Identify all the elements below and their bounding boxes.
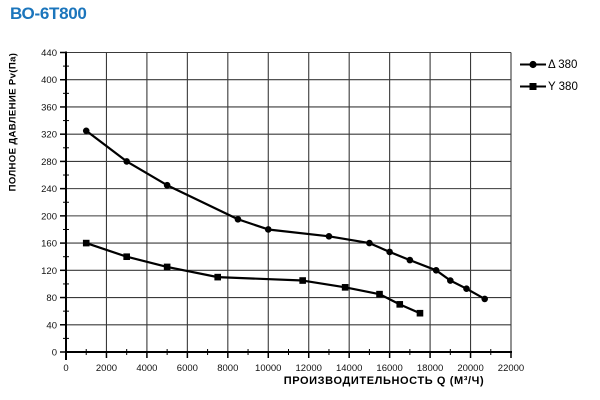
svg-text:320: 320 <box>41 130 57 141</box>
svg-text:14000: 14000 <box>336 363 362 374</box>
chart-legend: Δ 380 Y 380 <box>519 58 578 102</box>
svg-text:80: 80 <box>46 293 57 304</box>
legend-item-y-380: Y 380 <box>519 80 578 93</box>
svg-text:200: 200 <box>41 211 57 222</box>
svg-text:160: 160 <box>41 239 57 250</box>
svg-text:12000: 12000 <box>296 363 322 374</box>
svg-text:10000: 10000 <box>255 363 281 374</box>
series-y-380 <box>82 239 424 317</box>
legend-label-y-380: Y 380 <box>548 80 578 93</box>
axes <box>65 51 512 360</box>
square-marker-icon <box>520 83 546 90</box>
x-tick-labels: 0 2000 4000 6000 8000 10000 12000 14000 16000 180… <box>63 363 524 374</box>
svg-text:240: 240 <box>41 184 57 195</box>
svg-text:2000: 2000 <box>96 363 117 374</box>
svg-text:16000: 16000 <box>376 363 402 374</box>
svg-text:20000: 20000 <box>457 363 483 374</box>
svg-text:0: 0 <box>63 363 68 374</box>
svg-text:440: 440 <box>41 48 57 59</box>
svg-text:4000: 4000 <box>136 363 157 374</box>
grid-lines <box>66 51 512 352</box>
y-tick-labels: 0 40 80 120 160 200 240 280 320 360 400 440 <box>41 48 57 359</box>
x-axis-label: ПРОИЗВОДИТЕЛЬНОСТЬ Q (М³/Ч) <box>283 375 485 387</box>
svg-text:280: 280 <box>41 157 57 168</box>
svg-text:8000: 8000 <box>217 363 238 374</box>
series-delta-380 <box>82 127 489 303</box>
y-axis-ticks <box>60 51 69 353</box>
svg-text:0: 0 <box>52 348 57 359</box>
legend-label-delta-380: Δ 380 <box>548 58 578 71</box>
svg-text:120: 120 <box>41 266 57 277</box>
svg-text:22000: 22000 <box>498 363 524 374</box>
svg-text:400: 400 <box>41 75 57 86</box>
legend-item-delta-380: Δ 380 <box>519 58 578 71</box>
circle-marker-icon <box>520 60 546 69</box>
svg-text:18000: 18000 <box>417 363 443 374</box>
svg-text:40: 40 <box>46 320 57 331</box>
y-axis-label: ПОЛНОЕ ДАВЛЕНИЕ Pv(Па) <box>7 52 19 192</box>
svg-text:360: 360 <box>41 102 57 113</box>
x-axis-ticks <box>65 349 512 358</box>
chart-title: ВО-6Т800 <box>10 4 87 23</box>
svg-text:6000: 6000 <box>177 363 198 374</box>
